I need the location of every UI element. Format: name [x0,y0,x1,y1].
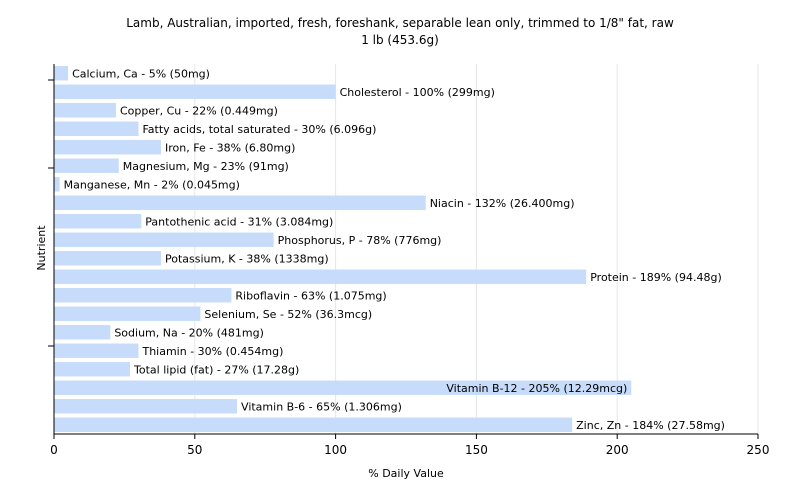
bar-data-label: Phosphorus, P - 78% (776mg) [278,234,442,247]
bar [54,399,238,414]
bar [54,66,69,81]
bar-data-label: Vitamin B-6 - 65% (1.306mg) [241,400,402,413]
grid-lines [194,64,759,434]
bar-data-label: Total lipid (fat) - 27% (17.28g) [133,363,299,376]
bar [54,417,573,432]
bar [54,232,274,247]
bar [54,269,587,284]
bar-data-label: Zinc, Zn - 184% (27.58mg) [576,419,725,432]
x-tick-label: 200 [606,443,629,457]
bar [54,251,162,266]
bar-data-label: Iron, Fe - 38% (6.80mg) [165,141,295,154]
bar-data-label: Protein - 189% (94.48g) [590,271,722,284]
bar-data-label: Sodium, Na - 20% (481mg) [114,326,264,339]
bar-data-label: Riboflavin - 63% (1.075mg) [235,289,386,302]
bar [54,84,336,99]
bar-data-label: Fatty acids, total saturated - 30% (6.09… [142,123,376,136]
bar [54,325,111,340]
chart-title: Lamb, Australian, imported, fresh, fores… [126,16,674,30]
bar-data-label: Pantothenic acid - 31% (3.084mg) [145,215,333,228]
bar-data-label: Copper, Cu - 22% (0.449mg) [120,104,278,117]
chart-subtitle: 1 lb (453.6g) [361,33,439,47]
bar-data-label: Vitamin B-12 - 205% (12.29mcg) [446,382,627,395]
x-tick-label: 150 [465,443,488,457]
x-tick-label: 50 [187,443,202,457]
x-tick-label: 250 [747,443,770,457]
bar-data-label: Manganese, Mn - 2% (0.045mg) [64,178,240,191]
bar [54,288,232,303]
bar [54,362,131,377]
bar [54,343,139,358]
bar-data-label: Cholesterol - 100% (299mg) [340,86,495,99]
bar-data-label: Selenium, Se - 52% (36.3mcg) [204,308,372,321]
bar [54,177,60,192]
bars-group: Calcium, Ca - 5% (50mg) Cholesterol - 100… [54,66,725,432]
axes-group: 0 50 100 150 200 250 [48,64,769,457]
bar-data-label: Thiamin - 30% (0.454mg) [141,345,283,358]
y-axis-label: Nutrient [35,225,48,271]
bar-data-label: Niacin - 132% (26.400mg) [430,197,575,210]
bar [54,121,139,136]
bar [54,140,162,155]
bar [54,103,116,118]
bar [54,380,632,395]
bar [54,306,201,321]
bar [54,158,119,173]
bar-data-label: Magnesium, Mg - 23% (91mg) [123,160,289,173]
bar [54,214,142,229]
bar [54,195,426,210]
bar-data-label: Potassium, K - 38% (1338mg) [165,252,329,265]
x-tick-label: 0 [50,443,58,457]
bar-data-label: Calcium, Ca - 5% (50mg) [72,67,210,80]
x-axis-label: % Daily Value [368,467,444,480]
x-tick-label: 100 [324,443,347,457]
